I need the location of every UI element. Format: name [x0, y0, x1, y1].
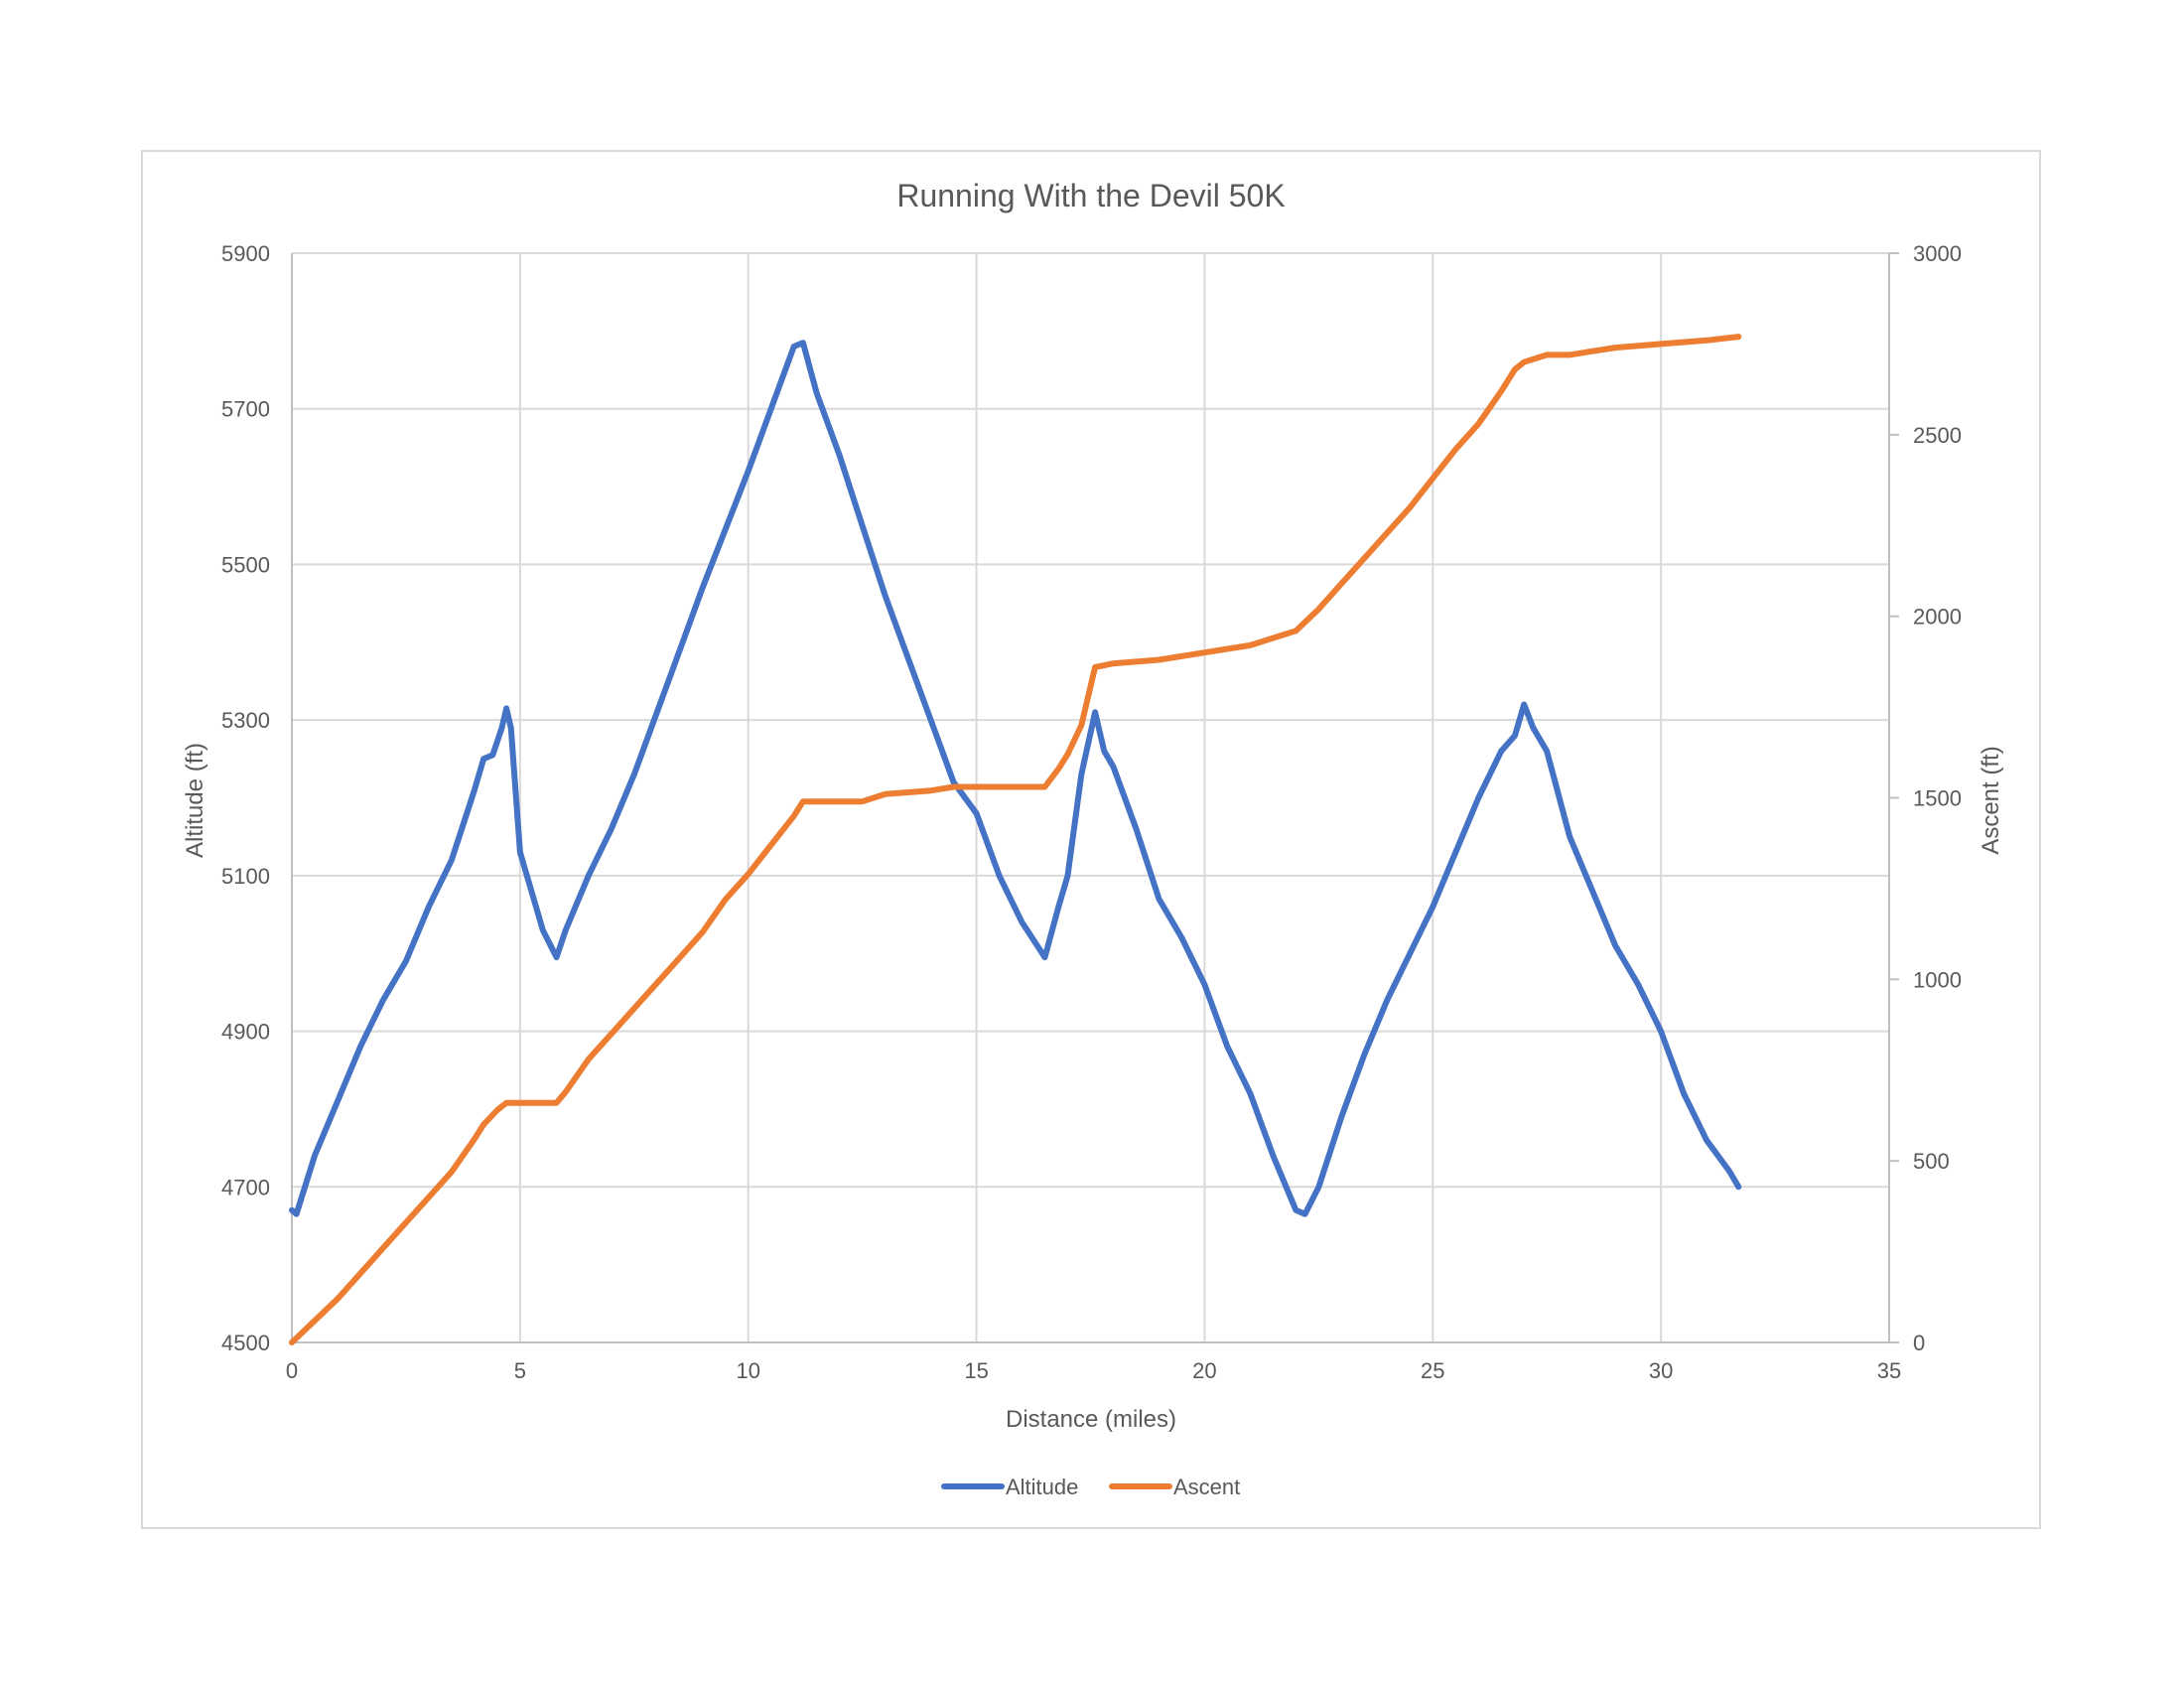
y2-tick-label: 1000 — [1913, 967, 1962, 992]
x-axis-title: Distance (miles) — [1006, 1406, 1176, 1433]
y-tick-label: 5300 — [221, 708, 270, 733]
y2-axis-title: Ascent (ft) — [1978, 746, 2004, 854]
x-tick-label: 20 — [1192, 1358, 1216, 1383]
y2-tick-label: 0 — [1913, 1331, 1925, 1355]
y2-tick-label: 2000 — [1913, 605, 1962, 630]
y-tick-label: 5900 — [221, 241, 270, 266]
y2-tick-label: 2500 — [1913, 423, 1962, 448]
legend-label-altitude: Altitude — [1006, 1475, 1078, 1499]
series-layer — [289, 334, 1742, 1345]
legend: Altitude Ascent — [941, 1475, 1240, 1499]
gridlines — [292, 252, 1890, 1342]
chart-title: Running With the Devil 50K — [896, 178, 1285, 213]
legend-label-ascent: Ascent — [1173, 1475, 1240, 1499]
y2-tick-label: 500 — [1913, 1149, 1950, 1174]
x-tick-label: 10 — [736, 1358, 759, 1383]
series-line-altitude — [289, 340, 1742, 1217]
y-tick-label: 4500 — [221, 1331, 270, 1355]
y-axis-title: Altitude (ft) — [182, 743, 208, 858]
y2-tick-label: 1500 — [1913, 786, 1962, 811]
axes: 4500470049005100530055005700590005001000… — [221, 241, 1962, 1383]
y-tick-label: 5100 — [221, 864, 270, 889]
x-tick-label: 30 — [1649, 1358, 1673, 1383]
x-tick-label: 25 — [1421, 1358, 1444, 1383]
y-tick-label: 4700 — [221, 1175, 270, 1199]
x-tick-label: 35 — [1877, 1358, 1901, 1383]
series-line-ascent — [289, 334, 1742, 1345]
y2-tick-label: 3000 — [1913, 241, 1962, 266]
y-tick-label: 5700 — [221, 397, 270, 422]
y-tick-label: 5500 — [221, 552, 270, 577]
x-tick-label: 5 — [514, 1358, 526, 1383]
x-tick-label: 15 — [964, 1358, 988, 1383]
x-tick-label: 0 — [286, 1358, 298, 1383]
y-tick-label: 4900 — [221, 1020, 270, 1045]
